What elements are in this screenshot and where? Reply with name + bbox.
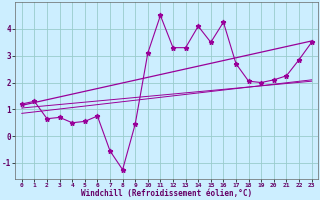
X-axis label: Windchill (Refroidissement éolien,°C): Windchill (Refroidissement éolien,°C) xyxy=(81,189,252,198)
